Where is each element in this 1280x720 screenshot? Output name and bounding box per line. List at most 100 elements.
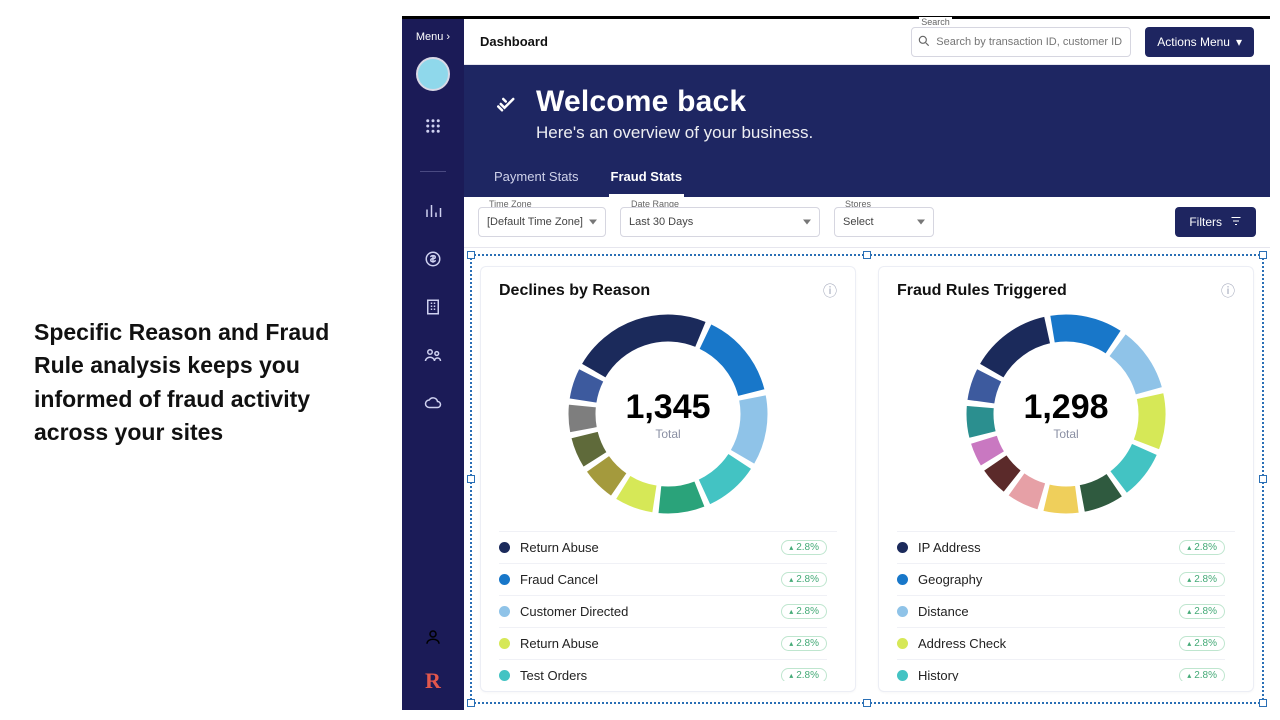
legend: Return Abuse2.8%Fraud Cancel2.8%Customer…: [499, 531, 837, 681]
profile-icon[interactable]: [424, 628, 442, 646]
stores-value: Select: [843, 216, 874, 228]
tab-payment-stats[interactable]: Payment Stats: [492, 161, 581, 197]
app-frame: Menu › R Dashboard: [402, 16, 1270, 710]
legend-row[interactable]: Geography 2.8%: [897, 564, 1225, 596]
legend-swatch: [897, 670, 908, 681]
delta-pill: 2.8%: [1179, 604, 1225, 619]
legend-swatch: [499, 542, 510, 553]
resize-handle[interactable]: [1259, 699, 1267, 707]
legend-swatch: [897, 542, 908, 553]
card-declines: Declines by Reason ⓘ 1,345 Total Return …: [480, 266, 856, 692]
content-area: Declines by Reason ⓘ 1,345 Total Return …: [464, 248, 1270, 710]
sidebar: Menu › R: [402, 19, 464, 710]
delta-pill: 2.8%: [1179, 572, 1225, 587]
legend-swatch: [897, 606, 908, 617]
info-icon[interactable]: ⓘ: [1221, 281, 1235, 301]
legend-swatch: [499, 606, 510, 617]
filterbar: Time Zone [Default Time Zone] Date Range…: [464, 197, 1270, 248]
legend-row[interactable]: Customer Directed 2.8%: [499, 596, 827, 628]
wave-icon: [492, 89, 522, 119]
legend-label: Test Orders: [520, 668, 587, 681]
tabs: Payment Stats Fraud Stats: [492, 161, 1242, 197]
daterange-value: Last 30 Days: [629, 216, 693, 228]
avatar[interactable]: [416, 57, 450, 91]
legend-swatch: [897, 574, 908, 585]
legend-label: IP Address: [918, 540, 981, 555]
filters-label: Filters: [1189, 215, 1222, 229]
breadcrumb[interactable]: Dashboard: [480, 34, 548, 49]
legend-label: Return Abuse: [520, 540, 599, 555]
timezone-value: [Default Time Zone]: [487, 216, 583, 228]
tab-fraud-stats[interactable]: Fraud Stats: [609, 161, 685, 197]
menu-label: Menu: [416, 31, 444, 43]
delta-pill: 2.8%: [781, 540, 827, 555]
chevron-down-icon: ▾: [1236, 35, 1242, 49]
resize-handle[interactable]: [467, 699, 475, 707]
legend-label: Distance: [918, 604, 969, 619]
topbar: Dashboard Search Actions Menu ▾: [464, 19, 1270, 65]
delta-pill: 2.8%: [1179, 636, 1225, 651]
sidebar-divider: [420, 171, 446, 172]
delta-pill: 2.8%: [781, 604, 827, 619]
apps-icon[interactable]: [424, 117, 442, 135]
filters-button[interactable]: Filters: [1175, 207, 1256, 237]
legend-label: Geography: [918, 572, 982, 587]
delta-pill: 2.8%: [781, 572, 827, 587]
legend-label: Customer Directed: [520, 604, 628, 619]
legend-row[interactable]: Address Check 2.8%: [897, 628, 1225, 660]
legend-swatch: [499, 574, 510, 585]
resize-handle[interactable]: [863, 699, 871, 707]
resize-handle[interactable]: [467, 475, 475, 483]
legend-row[interactable]: Return Abuse 2.8%: [499, 532, 827, 564]
delta-pill: 2.8%: [1179, 540, 1225, 555]
brand-logo: R: [425, 668, 441, 694]
resize-handle[interactable]: [467, 251, 475, 259]
donut-total-label: Total: [1023, 427, 1108, 441]
legend: IP Address2.8%Geography2.8%Distance2.8%A…: [897, 531, 1235, 681]
search-icon: [917, 34, 931, 48]
timezone-select[interactable]: Time Zone [Default Time Zone]: [478, 207, 606, 237]
filter-icon: [1230, 215, 1242, 230]
delta-pill: 2.8%: [781, 636, 827, 651]
actions-menu-button[interactable]: Actions Menu ▾: [1145, 27, 1254, 57]
card-title: Declines by Reason: [499, 282, 650, 300]
resize-handle[interactable]: [863, 251, 871, 259]
hero-title: Welcome back: [536, 85, 813, 119]
resize-handle[interactable]: [1259, 251, 1267, 259]
card-title: Fraud Rules Triggered: [897, 282, 1067, 300]
legend-row[interactable]: Fraud Cancel 2.8%: [499, 564, 827, 596]
legend-row[interactable]: Distance 2.8%: [897, 596, 1225, 628]
legend-swatch: [499, 670, 510, 681]
actions-label: Actions Menu: [1157, 35, 1230, 49]
delta-pill: 2.8%: [781, 668, 827, 681]
legend-label: Address Check: [918, 636, 1006, 651]
chart-icon[interactable]: [424, 202, 442, 220]
search-input[interactable]: [911, 27, 1131, 57]
legend-row[interactable]: IP Address 2.8%: [897, 532, 1225, 564]
donut-total-value: 1,345: [625, 388, 710, 427]
search-label: Search: [919, 17, 952, 27]
search-field[interactable]: Search: [911, 27, 1131, 57]
users-icon[interactable]: [424, 346, 442, 364]
legend-row[interactable]: History 2.8%: [897, 660, 1225, 681]
info-icon[interactable]: ⓘ: [823, 281, 837, 301]
resize-handle[interactable]: [1259, 475, 1267, 483]
legend-row[interactable]: Return Abuse 2.8%: [499, 628, 827, 660]
building-icon[interactable]: [424, 298, 442, 316]
legend-swatch: [499, 638, 510, 649]
legend-label: Fraud Cancel: [520, 572, 598, 587]
legend-row[interactable]: Test Orders 2.8%: [499, 660, 827, 681]
daterange-select[interactable]: Date Range Last 30 Days: [620, 207, 820, 237]
card-fraud-rules: Fraud Rules Triggered ⓘ 1,298 Total IP A…: [878, 266, 1254, 692]
main-column: Dashboard Search Actions Menu ▾ Welcome …: [464, 19, 1270, 710]
legend-label: Return Abuse: [520, 636, 599, 651]
donut-total-value: 1,298: [1023, 388, 1108, 427]
legend-label: History: [918, 668, 958, 681]
hero: Welcome back Here's an overview of your …: [464, 65, 1270, 197]
delta-pill: 2.8%: [1179, 668, 1225, 681]
currency-icon[interactable]: [424, 250, 442, 268]
stores-select[interactable]: Stores Select: [834, 207, 934, 237]
sidebar-menu-toggle[interactable]: Menu ›: [416, 31, 450, 43]
marketing-caption: Specific Reason and Fraud Rule analysis …: [34, 316, 354, 449]
cloud-icon[interactable]: [424, 394, 442, 412]
